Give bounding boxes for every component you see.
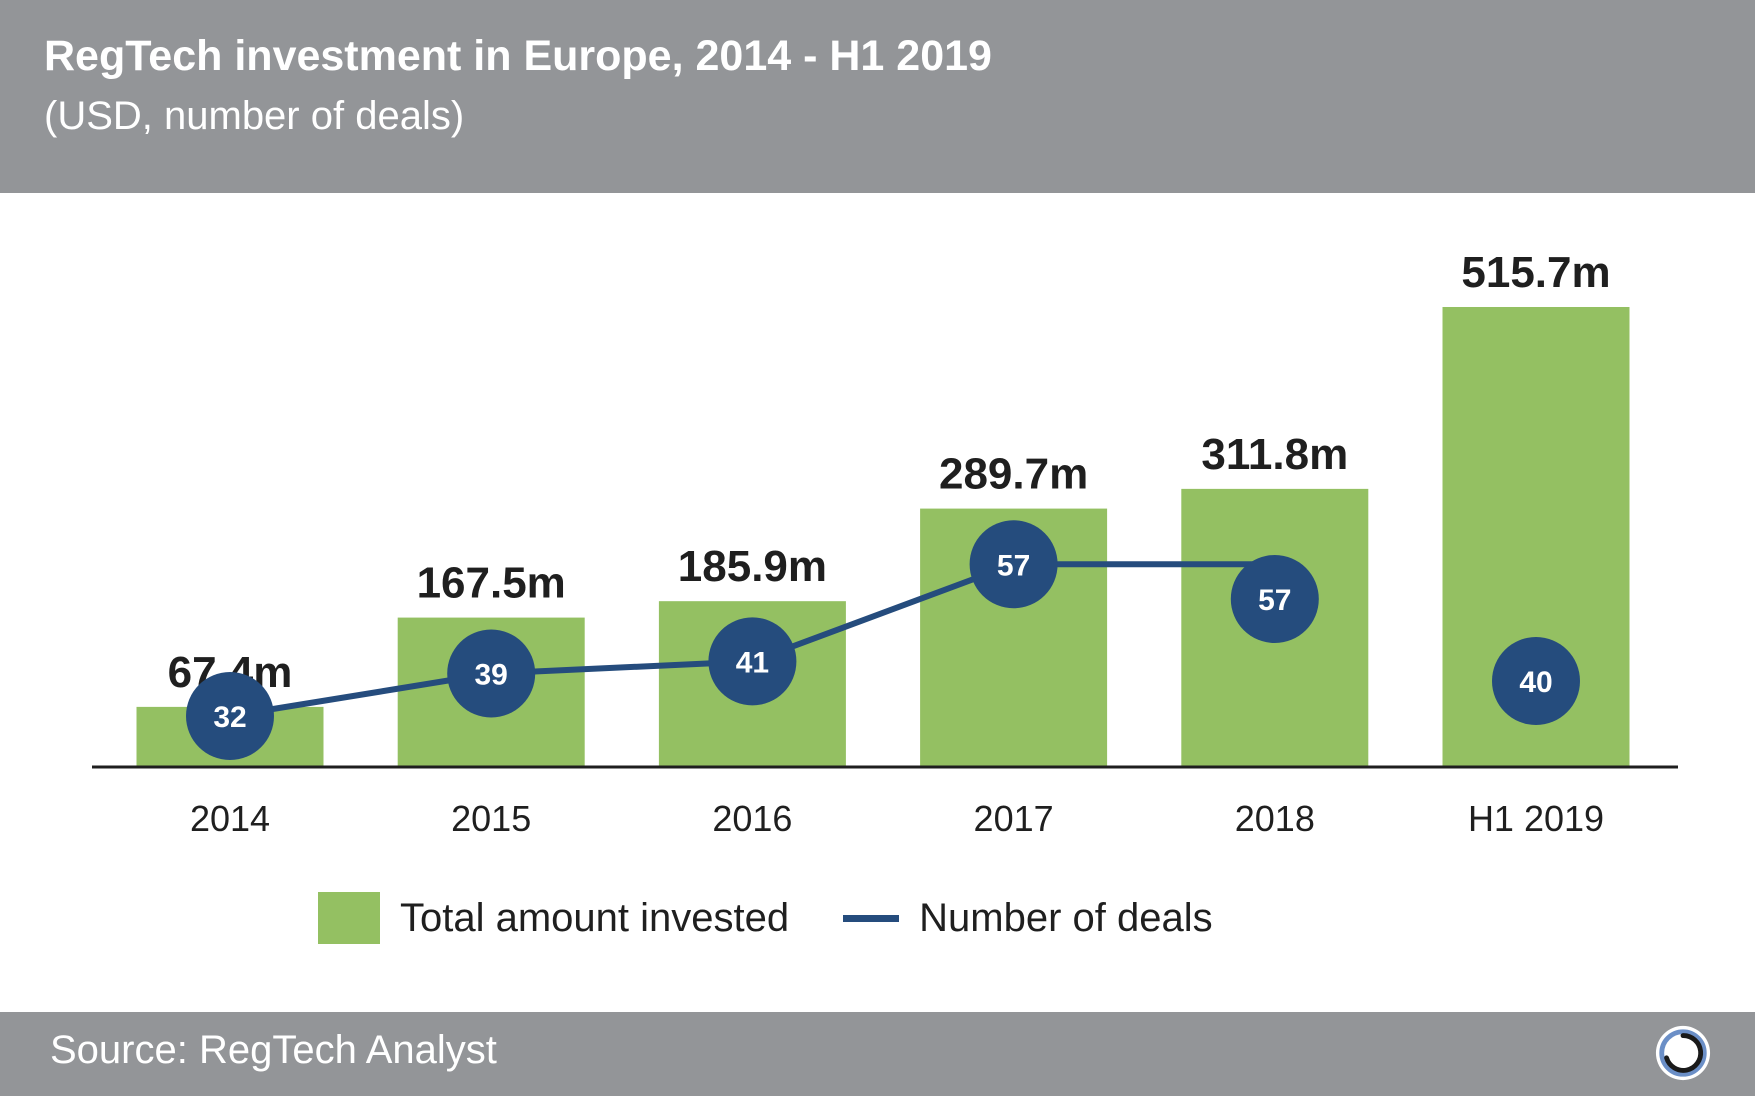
circle-ring-logo-icon	[1655, 1025, 1711, 1081]
deal-marker-2014	[186, 672, 274, 760]
bar-value-label: 515.7m	[1461, 248, 1610, 297]
chart-footer: Source: RegTech Analyst	[0, 1012, 1755, 1096]
legend-line-label: Number of deals	[919, 895, 1213, 940]
legend-bars-label: Total amount invested	[400, 895, 790, 940]
legend-line-swatch	[843, 914, 900, 922]
legend-bar-swatch	[318, 892, 380, 944]
bar-value-label: 167.5m	[417, 559, 566, 608]
deal-value-label: 57	[997, 549, 1030, 582]
deal-value-label: 57	[1258, 584, 1291, 617]
chart-legend: Total amount invested Number of deals	[318, 890, 1213, 946]
bar-value-label: 311.8m	[1201, 430, 1348, 479]
deal-value-label: 41	[736, 646, 769, 679]
source-text: Source: RegTech Analyst	[50, 1028, 497, 1072]
deal-value-label: 32	[213, 701, 246, 734]
x-tick-label: H1 2019	[1468, 798, 1604, 839]
x-tick-label: 2018	[1235, 798, 1315, 839]
x-tick-label: 2014	[190, 798, 270, 839]
bar-value-label: 185.9m	[678, 542, 827, 591]
deal-marker-h1-2019	[1492, 637, 1580, 725]
deal-marker-2018	[1230, 555, 1319, 643]
chart-subtitle: (USD, number of deals)	[44, 94, 465, 138]
bar-value-label: 289.7m	[939, 450, 1088, 499]
deal-marker-2015	[447, 629, 536, 718]
x-tick-label: 2016	[712, 798, 792, 839]
deal-marker-2017	[969, 520, 1058, 609]
chart-area: 67.4m167.5m185.9m289.7m311.8m515.7m20142…	[92, 248, 1678, 839]
deal-marker-2016	[708, 617, 797, 706]
x-tick-label: 2015	[451, 798, 531, 839]
deal-value-label: 39	[475, 659, 508, 692]
deal-value-label: 40	[1519, 666, 1552, 699]
x-tick-label: 2017	[974, 798, 1054, 839]
chart-header: RegTech investment in Europe, 2014 - H1 …	[0, 0, 1755, 193]
chart-title: RegTech investment in Europe, 2014 - H1 …	[44, 32, 992, 80]
